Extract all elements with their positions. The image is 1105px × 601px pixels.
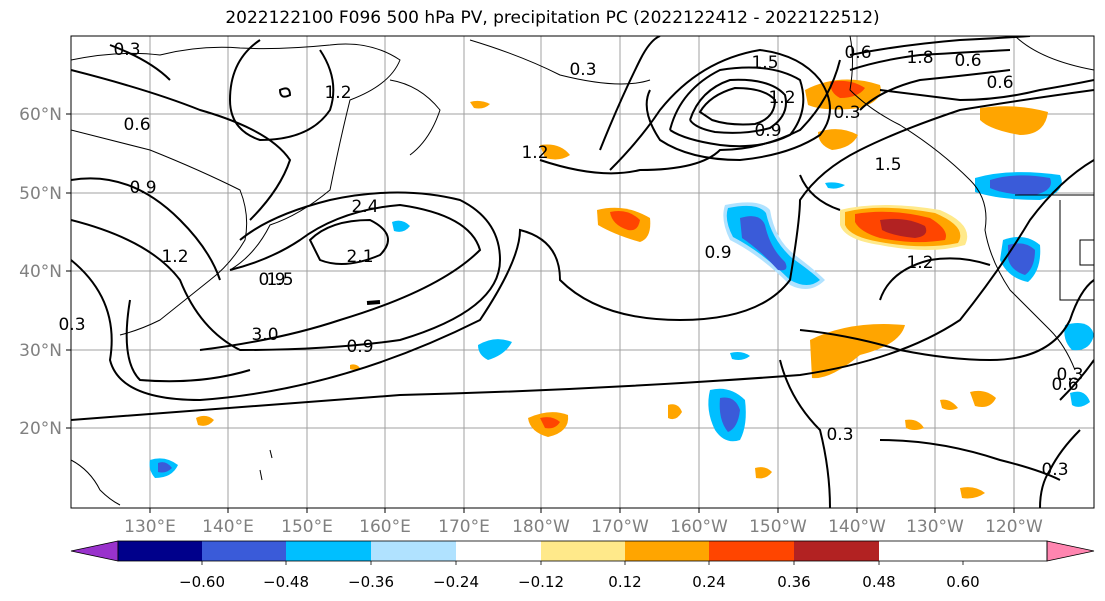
contour-label: 0.3 [826,425,853,445]
colorbar-tick-labels: −0.60 −0.48 −0.36 −0.24 −0.12 0.12 0.24 0.36 0.4… [179,561,980,591]
contour-label: 1.2 [521,143,548,163]
latitude-label: 20°N [19,419,62,439]
pv-contours [71,36,1094,508]
contour-label: 0.3 [569,60,596,80]
contour-label: 0.6 [986,73,1013,93]
contour-label: 0.3 [1041,460,1068,480]
longitude-label: 170°E [438,517,490,537]
small-contours [366,300,381,305]
contour-label: 0.6 [123,115,150,135]
colorbar-tick-label: −0.12 [518,573,564,591]
longitude-label: 140°E [202,517,254,537]
colorbar-tick-label: 0.48 [862,573,895,591]
contour-label: 1.8 [906,48,933,68]
colorbar-tick-label: −0.48 [263,573,309,591]
colorbar-extend-max [1046,540,1095,562]
colorbar-bin [709,541,794,561]
colorbar-bin [541,541,625,561]
contour-label: 0.3 [113,40,140,60]
contour-label: 0.9 [258,270,285,290]
contour-label: 0.9 [346,337,373,357]
longitude-labels: 130°E 140°E 150°E 160°E 170°E 180°W 170°W 160°W… [124,508,1043,537]
contour-label: 0.6 [1051,375,1078,395]
latitude-label: 30°N [19,341,62,361]
longitude-label: 160°W [670,517,728,537]
colorbar-bin [286,541,371,561]
contour-label: 0.9 [704,243,731,263]
longitude-label: 140°W [828,517,886,537]
longitude-label: 170°W [591,517,649,537]
contour-label: 1.5 [266,270,293,290]
map-background [71,36,1094,508]
colorbar-tick-label: 0.24 [692,573,725,591]
longitude-label: 180°W [512,517,570,537]
contour-label: 0.6 [954,51,981,71]
colorbar-tick-label: 0.60 [946,573,979,591]
colorbar-bin [371,541,456,561]
contour-label: 0.6 [844,43,871,63]
contour-label: 1.2 [324,83,351,103]
colorbar-tick-label: −0.36 [348,573,394,591]
colorbar-bin [118,541,202,561]
contour-label: 2.4 [351,197,378,217]
latitude-label: 50°N [19,184,62,204]
contour-label: 0.3 [58,315,85,335]
longitude-label: 150°W [749,517,807,537]
contour-labels: 0.30.60.91.21.53.02.42.11.51.20.6 1.8 0.60… [58,40,1083,480]
map-title: 2022122100 F096 500 hPa PV, precipitatio… [225,8,880,28]
contour-label: 1.5 [751,53,778,73]
latitude-labels: 60°N 50°N 40°N 30°N 20°N [19,105,71,439]
contour-label: 0.3 [1056,365,1083,385]
contour-label: 0.9 [754,121,781,141]
colorbar-bin [794,541,879,561]
colorbar-extend-min [70,540,119,562]
longitude-label: 150°E [281,517,333,537]
colorbar-bin [202,541,286,561]
contour-label: 0.9 [129,178,156,198]
longitude-label: 130°E [124,517,176,537]
colorbar [70,540,1095,562]
contour-label: 0.3 [833,103,860,123]
colorbar-tick-label: 0.36 [777,573,810,591]
colorbar-tick-label: −0.60 [179,573,225,591]
colorbar-bin [456,541,541,561]
colorbar-tick-label: 0.12 [608,573,641,591]
precipitation-shading [149,79,1094,499]
longitude-label: 130°W [906,517,964,537]
latitude-label: 60°N [19,105,62,125]
map-border [70,35,1095,509]
colorbar-tick-label: −0.24 [433,573,479,591]
contour-label: 1.5 [874,155,901,175]
contour-label: 3.0 [251,325,278,345]
contour-label: 1.2 [768,88,795,108]
longitude-label: 120°W [985,517,1043,537]
longitude-label: 160°E [359,517,411,537]
colorbar-bin [625,541,709,561]
contour-label: 2.1 [346,247,373,267]
latitude-label: 40°N [19,262,62,282]
contour-label: 1.2 [161,247,188,267]
contour-label: 1.2 [906,253,933,273]
